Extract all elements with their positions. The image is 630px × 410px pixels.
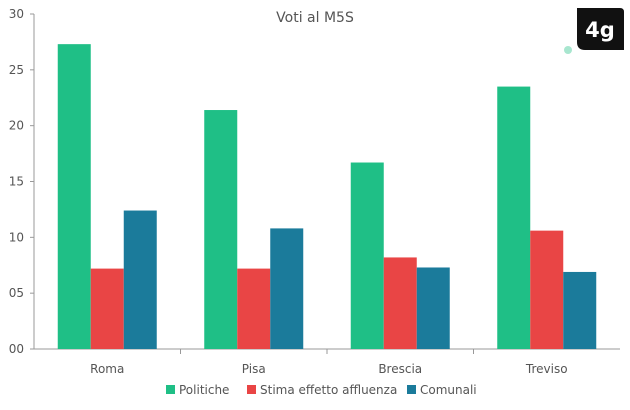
legend-swatch	[247, 385, 256, 394]
y-axis: 00 05 10 15 20 25 30	[9, 7, 35, 356]
x-tick-label: Brescia	[378, 362, 422, 376]
legend-label: Comunali	[420, 383, 477, 397]
bars	[57, 44, 597, 350]
legend: Politiche Stima effetto affluenza Comunali	[166, 383, 477, 397]
legend-swatch	[407, 385, 416, 394]
bar-politiche-treviso	[497, 86, 531, 349]
logo-text: 4g	[585, 18, 615, 42]
x-axis: Roma Pisa Brescia Treviso	[34, 348, 620, 376]
bar-stima-effetto-affluenza-treviso	[530, 230, 564, 349]
y-tick-label: 10	[9, 230, 24, 244]
bar-comunali-brescia	[416, 267, 450, 349]
chart-title: Voti al M5S	[276, 10, 354, 26]
logo-badge-shape	[577, 8, 624, 50]
x-tick-label: Roma	[90, 362, 124, 376]
bar-stima-effetto-affluenza-pisa	[237, 268, 271, 349]
brand-logo: 4g	[564, 8, 624, 54]
bar-politiche-brescia	[350, 162, 384, 349]
legend-label: Stima effetto affluenza	[260, 383, 397, 397]
bar-comunali-pisa	[270, 228, 304, 349]
logo-dot	[564, 46, 572, 54]
legend-swatch	[166, 385, 175, 394]
bar-stima-effetto-affluenza-brescia	[383, 257, 417, 349]
bar-politiche-pisa	[204, 110, 238, 350]
bar-comunali-treviso	[563, 271, 597, 349]
x-tick-label: Treviso	[525, 362, 568, 376]
y-tick-label: 00	[9, 342, 24, 356]
bar-politiche-roma	[57, 44, 91, 350]
x-tick-label: Pisa	[242, 362, 266, 376]
y-tick-label: 25	[9, 63, 24, 77]
legend-label: Politiche	[179, 383, 229, 397]
y-tick-label: 15	[9, 175, 24, 189]
bar-comunali-roma	[123, 210, 157, 349]
y-tick-label: 05	[9, 286, 24, 300]
bar-stima-effetto-affluenza-roma	[90, 268, 124, 349]
y-tick-label: 30	[9, 7, 24, 21]
y-tick-label: 20	[9, 119, 24, 133]
